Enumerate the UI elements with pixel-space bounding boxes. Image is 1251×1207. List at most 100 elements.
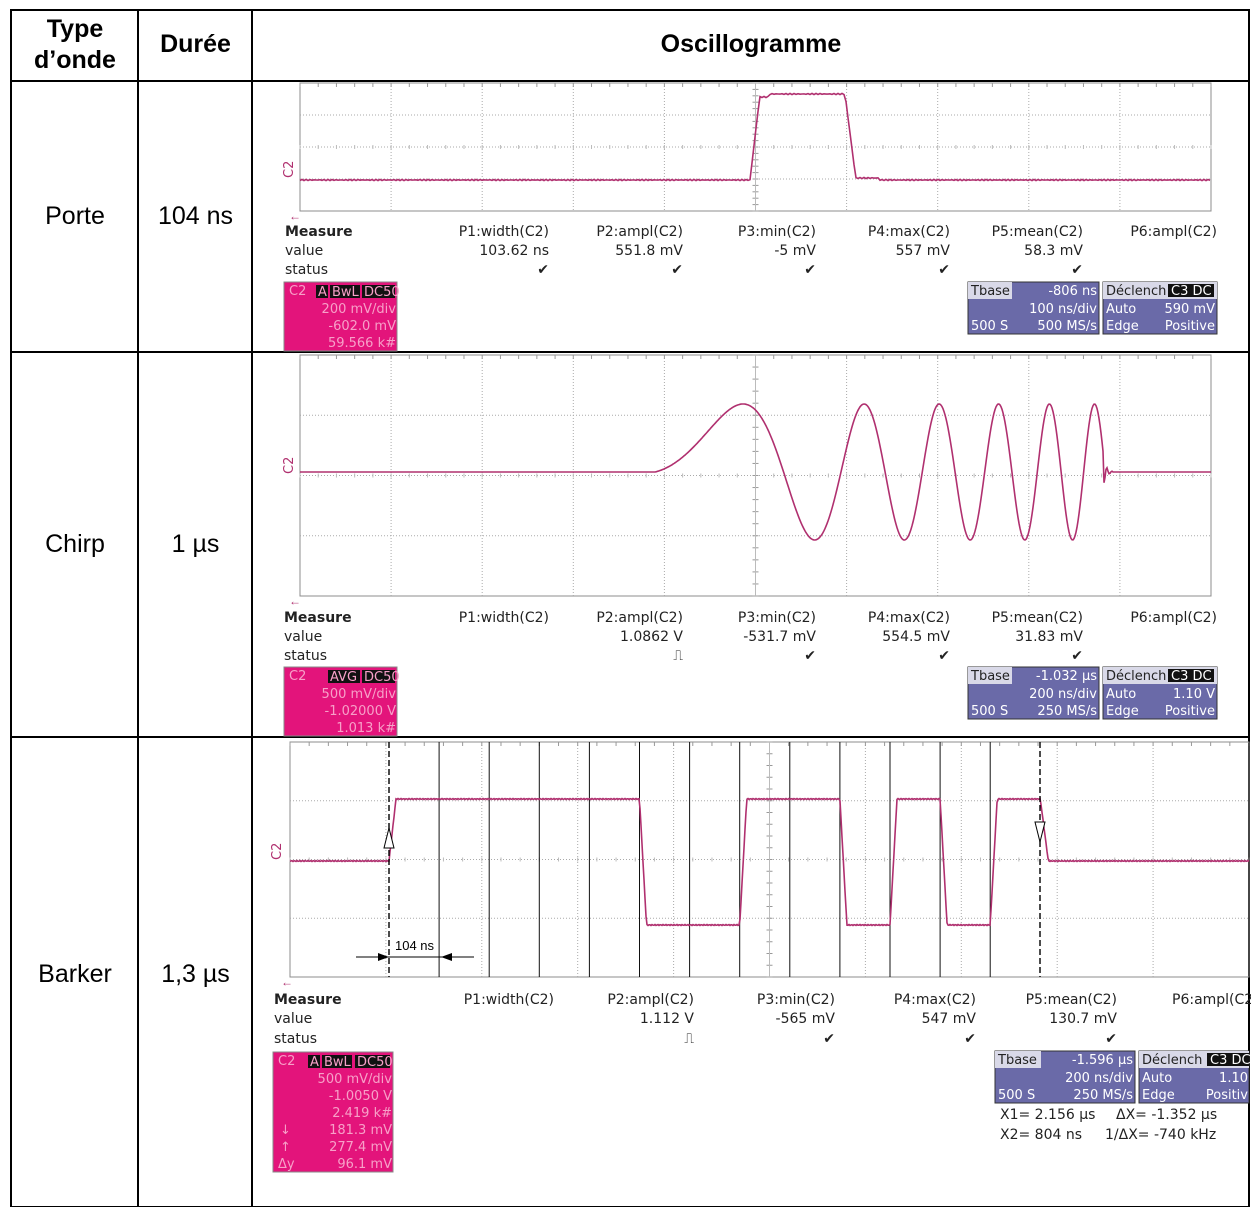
channel-box-line: -1.0050 V xyxy=(329,1089,392,1104)
param-name: P6:ampl(C2) xyxy=(1130,224,1217,240)
tbase-offset: -1.032 µs xyxy=(1036,669,1097,684)
trigger-level: 1.10 V xyxy=(1173,687,1215,702)
param-status: ⎍ xyxy=(684,1031,694,1047)
param-status: ✔ xyxy=(964,1031,976,1047)
channel-box-line: 1.013 k# xyxy=(336,721,396,736)
row-duration-barker: 1,3 µs xyxy=(161,960,230,988)
header-type-line1: Type xyxy=(46,15,104,43)
chip-width-annotation: 104 ns xyxy=(356,938,474,961)
tag-dc50: DC50 xyxy=(364,285,400,300)
channel-tag-barker: C2 xyxy=(270,843,285,860)
trace-barker xyxy=(289,796,1250,927)
param-value: -531.7 mV xyxy=(743,629,816,645)
param-status: ✔ xyxy=(1071,262,1083,278)
trigger-label: Déclench xyxy=(1106,669,1166,684)
param-name: P1:width(C2) xyxy=(459,610,549,626)
trigger-mode: Auto xyxy=(1106,302,1136,317)
param-name: P4:max(C2) xyxy=(868,224,950,240)
row-duration-chirp: 1 µs xyxy=(171,530,220,558)
param-value: 547 mV xyxy=(922,1011,977,1027)
param-name: P6:ampl(C2) xyxy=(1130,610,1217,626)
param-name: P5:mean(C2) xyxy=(992,224,1083,240)
param-value: 554.5 mV xyxy=(882,629,950,645)
param-name: P3:min(C2) xyxy=(738,610,816,626)
tbase-div: 200 ns/div xyxy=(1029,687,1097,702)
tbase-div: 200 ns/div xyxy=(1065,1071,1133,1086)
param-name: P5:mean(C2) xyxy=(1026,992,1117,1008)
channel-box-line: 500 mV/div xyxy=(322,687,397,702)
param-value: 551.8 mV xyxy=(615,243,683,259)
tag-dc50: DC50 xyxy=(364,670,400,685)
cursor-up-mark: ↑ xyxy=(280,1140,291,1155)
param-name: P4:max(C2) xyxy=(894,992,976,1008)
channel-box-line: 277.4 mV xyxy=(329,1140,392,1155)
measure-title-barker: Measure xyxy=(274,992,342,1008)
param-name: P6:ampl(C2 xyxy=(1172,992,1251,1008)
tbase-samples: 500 S xyxy=(998,1088,1035,1103)
param-status: ✔ xyxy=(1071,648,1083,664)
tbase-label: Tbase xyxy=(970,669,1010,684)
cursor-down-arrow-icon xyxy=(1034,821,1046,843)
trigger-tag: C3 DC xyxy=(1171,669,1212,684)
header-type-line2: d’onde xyxy=(34,46,116,74)
chip-width-label: 104 ns xyxy=(395,938,435,953)
channel-tag-porte: C2 xyxy=(282,161,297,178)
channel-box-line: 2.419 k# xyxy=(332,1106,392,1121)
channel-box-ch: C2 xyxy=(289,284,306,299)
param-status: ✔ xyxy=(804,262,816,278)
param-value: 557 mV xyxy=(896,243,951,259)
param-status: ✔ xyxy=(1105,1031,1117,1047)
param-status: ⎍ xyxy=(673,648,683,664)
row-label-value-barker: value xyxy=(274,1011,312,1027)
param-name: P3:min(C2) xyxy=(738,224,816,240)
row-label-value-porte: value xyxy=(285,243,323,259)
tag-bwl: BwL xyxy=(332,285,360,300)
row-label-status-chirp: status xyxy=(284,648,327,664)
channel-box-ch: C2 xyxy=(278,1054,295,1069)
tbase-rate: 250 MS/s xyxy=(1073,1088,1133,1103)
trace-chirp xyxy=(300,403,1211,541)
cursor-x2-readout: X2= 804 ns xyxy=(1000,1127,1082,1143)
param-value: 58.3 mV xyxy=(1024,243,1083,259)
trigger-tag: C3 DC xyxy=(1171,284,1212,299)
tbase-samples: 500 S xyxy=(971,319,1008,334)
param-value: 31.83 mV xyxy=(1015,629,1083,645)
tbase-rate: 500 MS/s xyxy=(1037,319,1097,334)
param-name: P2:ampl(C2) xyxy=(607,992,694,1008)
param-name: P2:ampl(C2) xyxy=(596,610,683,626)
param-status: ✔ xyxy=(804,648,816,664)
ground-marker-chirp: ← xyxy=(289,594,301,608)
trigger-type: Edge xyxy=(1106,319,1139,334)
channel-box-line: -602.0 mV xyxy=(328,319,396,334)
row-type-barker: Barker xyxy=(38,960,112,988)
param-status: ✔ xyxy=(938,262,950,278)
row-label-status-barker: status xyxy=(274,1031,317,1047)
trigger-mode: Auto xyxy=(1142,1071,1172,1086)
cursor-x1-readout: X1= 2.156 µs xyxy=(1000,1107,1095,1123)
trigger-label: Déclench xyxy=(1106,284,1166,299)
param-name: P5:mean(C2) xyxy=(992,610,1083,626)
param-name: P4:max(C2) xyxy=(868,610,950,626)
channel-box-line: -1.02000 V xyxy=(325,704,397,719)
tag-bwl: BwL xyxy=(324,1055,352,1070)
param-value: 1.112 V xyxy=(640,1011,695,1027)
tbase-rate: 250 MS/s xyxy=(1037,704,1097,719)
grid-chirp xyxy=(299,354,1212,597)
ground-marker-porte: ← xyxy=(289,209,301,223)
trigger-slope: Positive xyxy=(1165,704,1215,719)
param-name: P1:width(C2) xyxy=(464,992,554,1008)
channel-box-line: 500 mV/div xyxy=(318,1072,393,1087)
trigger-label: Déclench xyxy=(1142,1053,1202,1068)
header-oscillogram: Oscillogramme xyxy=(660,30,842,58)
channel-box-line: 96.1 mV xyxy=(337,1157,392,1172)
tbase-samples: 500 S xyxy=(971,704,1008,719)
measure-title-chirp: Measure xyxy=(284,610,352,626)
tbase-label: Tbase xyxy=(970,284,1010,299)
tag-avg: AVG xyxy=(330,670,357,685)
header-type: Type d’onde xyxy=(12,14,138,76)
param-value: -5 mV xyxy=(774,243,816,259)
